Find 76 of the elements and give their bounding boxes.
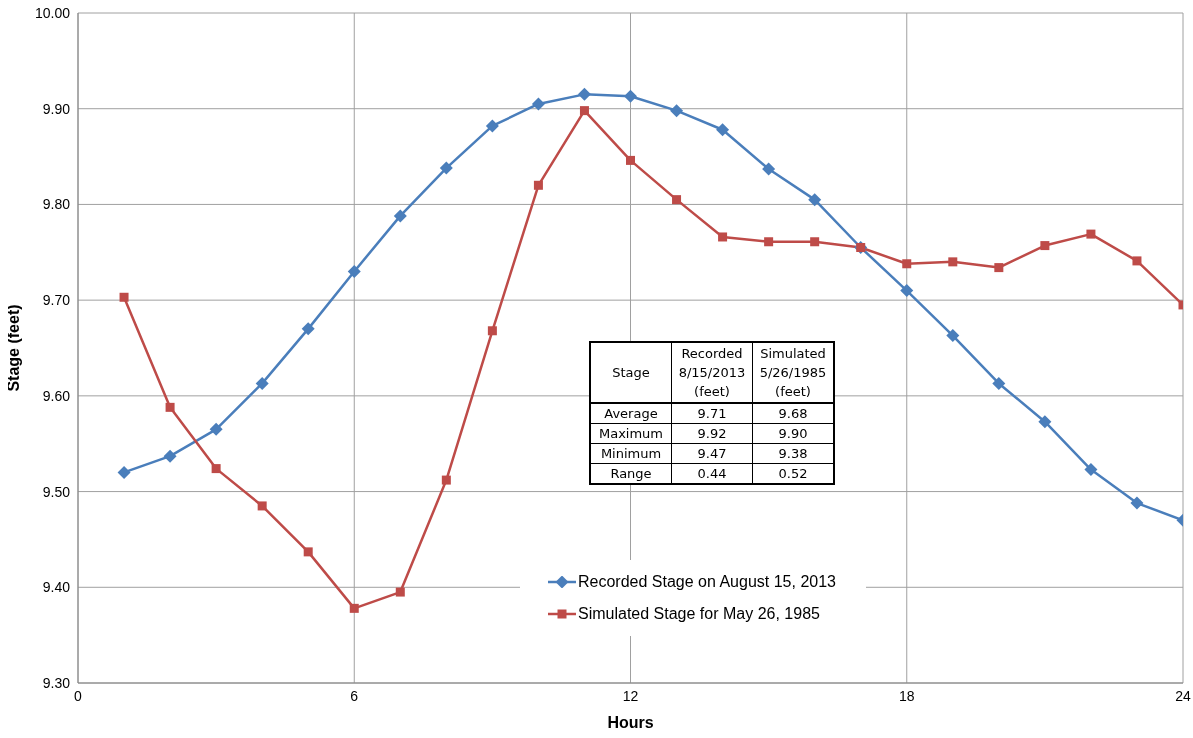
point [1038,415,1052,429]
point [301,322,315,336]
annotation: 9.38 [752,443,834,464]
y-axis-title: Stage (feet) [4,304,22,392]
y-tick-label: 9.30 [42,674,71,691]
point [902,259,912,269]
annotation: 0.52 [752,463,834,484]
point [487,326,497,336]
point [716,123,730,137]
legend-label: Recorded Stage on August 15, 2013 [578,573,836,591]
x-tick-label: 12 [622,687,639,704]
y-tick-label: 9.70 [42,292,71,309]
annotation: Minimum [590,443,672,464]
annotation: Range [590,463,672,484]
point [257,501,267,511]
point [764,237,774,247]
point [485,119,499,133]
point [209,422,223,436]
point [1084,463,1098,477]
point [117,465,131,479]
y-tick-label: 9.50 [42,483,71,500]
point [395,587,405,597]
y-tick-label: 9.80 [42,196,71,213]
annotation: Maximum [590,423,672,444]
point [439,161,453,175]
point [393,209,407,223]
x-tick-label: 24 [1175,687,1191,704]
point [303,547,313,557]
annotation: Simulated 5/26/1985 (feet) [752,342,834,403]
point [349,603,359,613]
annotation: Average [590,403,672,424]
point [624,89,637,103]
x-tick-label: 0 [74,687,83,704]
legend-label: Simulated Stage for May 26, 1985 [578,605,820,623]
point [1132,256,1142,266]
y-tick-label: 10.00 [34,4,71,21]
annotation: 9.68 [752,403,834,424]
point [163,449,177,463]
point [579,106,589,116]
y-tick-label: 9.90 [42,100,71,117]
point [718,232,728,242]
point [533,180,543,190]
x-tick-label: 18 [898,687,915,704]
point [255,376,269,390]
point [672,195,682,205]
point [531,97,545,111]
point [165,402,175,412]
point [626,155,635,165]
point [441,475,451,485]
point [211,464,221,474]
point [1086,229,1096,239]
point [900,284,914,298]
annotation: 0.44 [671,463,753,484]
point [119,292,129,302]
point [762,162,776,176]
point [946,329,960,343]
point [810,237,820,247]
point [1130,496,1144,510]
y-tick-label: 9.60 [42,387,71,404]
annotation: Stage [590,342,672,403]
point [347,264,361,278]
x-tick-label: 6 [350,687,359,704]
point [577,87,591,101]
point [1040,241,1050,251]
point [808,193,822,207]
annotation: Recorded 8/15/2013 (feet) [671,342,753,403]
point [992,376,1006,390]
point [948,257,958,267]
point [994,263,1004,273]
annotation: 9.47 [671,443,753,464]
annotation: 9.92 [671,423,753,444]
point [670,104,684,118]
y-tick-label: 9.40 [42,579,71,596]
x-axis-title: Hours [607,714,654,731]
annotation: 9.90 [752,423,834,444]
annotation: 9.71 [671,403,753,424]
